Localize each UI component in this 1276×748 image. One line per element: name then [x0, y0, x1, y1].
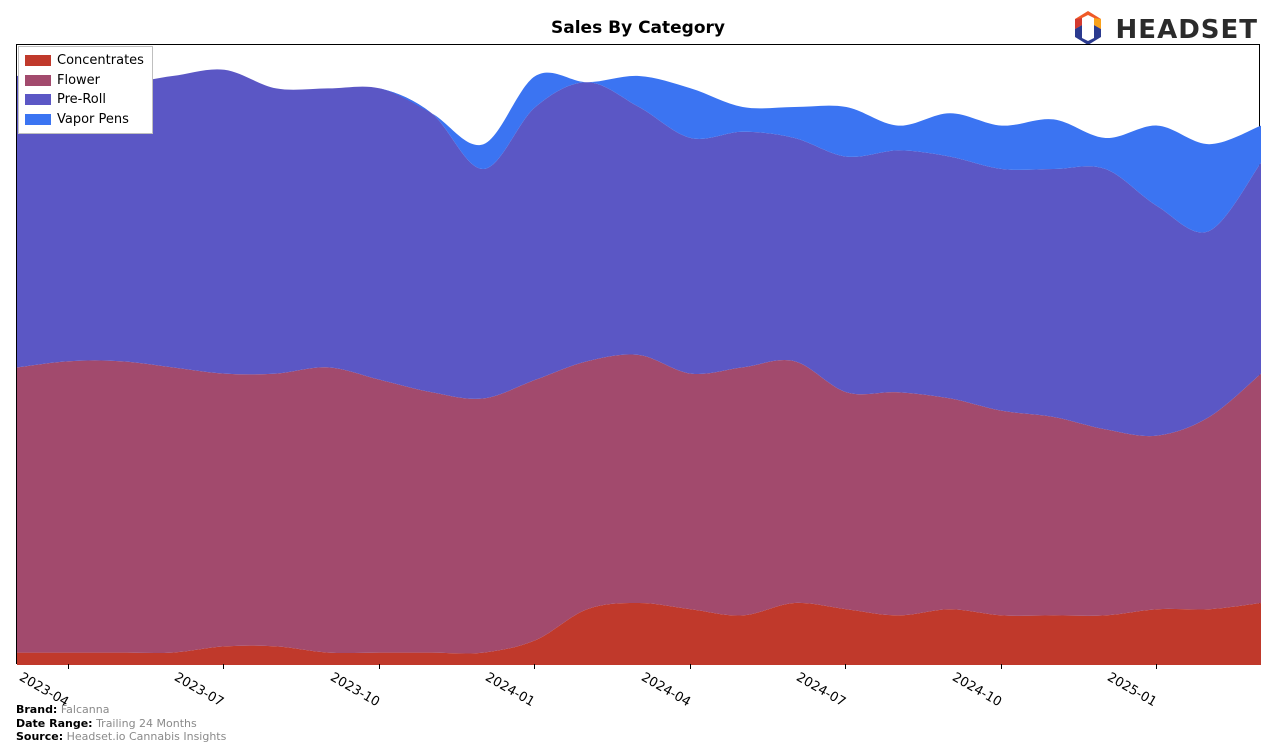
- x-tick-mark: [1156, 664, 1157, 669]
- meta-brand-value: Falcanna: [61, 703, 110, 716]
- legend-swatch: [25, 94, 51, 105]
- x-tick-label: 2023-10: [327, 670, 382, 710]
- meta-source-label: Source:: [16, 730, 63, 743]
- legend-item: Flower: [25, 71, 144, 91]
- x-tick-label: 2024-10: [949, 670, 1004, 710]
- legend-label: Pre-Roll: [57, 90, 106, 110]
- meta-brand-label: Brand:: [16, 703, 57, 716]
- x-tick-mark: [690, 664, 691, 669]
- meta-brand: Brand: Falcanna: [16, 703, 226, 717]
- meta-date-range-value: Trailing 24 Months: [96, 717, 197, 730]
- x-tick-mark: [68, 664, 69, 669]
- chart-metadata: Brand: Falcanna Date Range: Trailing 24 …: [16, 703, 226, 744]
- legend-item: Pre-Roll: [25, 90, 144, 110]
- chart-title-text: Sales By Category: [551, 18, 725, 38]
- meta-date-range-label: Date Range:: [16, 717, 93, 730]
- x-tick-label: 2024-01: [483, 670, 538, 710]
- meta-source: Source: Headset.io Cannabis Insights: [16, 730, 226, 744]
- x-tick-mark: [223, 664, 224, 669]
- legend-swatch: [25, 114, 51, 125]
- x-tick-mark: [845, 664, 846, 669]
- x-tick-label: 2025-01: [1105, 670, 1160, 710]
- x-tick-mark: [534, 664, 535, 669]
- legend-item: Concentrates: [25, 51, 144, 71]
- legend: ConcentratesFlowerPre-RollVapor Pens: [18, 46, 153, 134]
- x-tick-label: 2024-04: [638, 670, 693, 710]
- legend-swatch: [25, 55, 51, 66]
- chart-plot-area: [16, 44, 1260, 664]
- legend-label: Flower: [57, 71, 100, 91]
- x-tick-mark: [379, 664, 380, 669]
- x-tick-mark: [1001, 664, 1002, 669]
- x-tick-label: 2024-07: [794, 670, 849, 710]
- meta-source-value: Headset.io Cannabis Insights: [67, 730, 227, 743]
- meta-date-range: Date Range: Trailing 24 Months: [16, 717, 226, 731]
- headset-logo-text: HEADSET: [1116, 15, 1258, 45]
- legend-label: Concentrates: [57, 51, 144, 71]
- legend-label: Vapor Pens: [57, 110, 129, 130]
- legend-item: Vapor Pens: [25, 110, 144, 130]
- legend-swatch: [25, 75, 51, 86]
